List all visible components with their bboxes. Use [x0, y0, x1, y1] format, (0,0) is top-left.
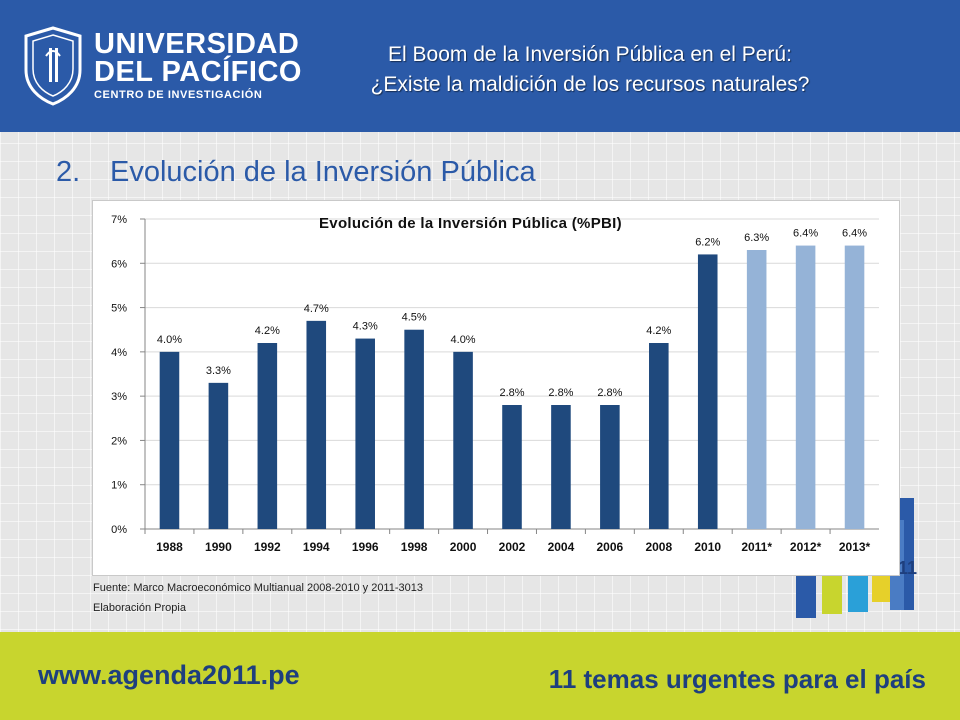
data-label: 4.2% — [646, 325, 671, 337]
x-tick-label: 1992 — [254, 540, 281, 554]
data-label: 4.3% — [353, 321, 378, 333]
credit-note: Elaboración Propia — [93, 602, 186, 614]
bar — [208, 382, 229, 529]
data-label: 4.5% — [402, 312, 427, 324]
x-tick-label: 1996 — [352, 540, 379, 554]
bar — [649, 343, 669, 529]
bar — [306, 320, 327, 529]
data-label: 4.0% — [157, 334, 182, 346]
y-tick-label: 6% — [111, 258, 127, 270]
data-label: 4.2% — [255, 325, 280, 337]
y-tick-label: 2% — [111, 435, 127, 447]
bar — [697, 254, 718, 529]
bar — [502, 405, 522, 529]
chart-panel: 0% 1% 2% 3% 4% 5% 6% 7% 4.0% 1988 3.3% 1990 4.2% 199… — [92, 200, 900, 576]
bar — [746, 250, 767, 529]
data-label: 2.8% — [499, 387, 524, 399]
decor-number: 11 — [898, 558, 917, 578]
y-tick-label: 4% — [111, 347, 127, 359]
university-logo: UNIVERSIDAD DEL PACÍFICO CENTRO DE INVES… — [94, 28, 302, 102]
x-tick-label: 1988 — [156, 540, 183, 554]
x-tick-label: 2002 — [499, 540, 526, 554]
y-tick-label: 0% — [111, 524, 127, 536]
data-label: 6.4% — [793, 228, 818, 240]
bar — [795, 245, 816, 530]
university-seal-icon — [24, 26, 82, 106]
data-label: 4.7% — [304, 303, 329, 315]
bar — [355, 338, 375, 529]
x-tick-label: 2011* — [741, 540, 772, 554]
data-label: 2.8% — [597, 387, 622, 399]
footer-bar: www.agenda2011.pe 11 temas urgentes para… — [0, 632, 960, 720]
data-label: 6.4% — [842, 228, 867, 240]
y-tick-label: 7% — [111, 214, 127, 226]
bar — [551, 405, 571, 529]
bar — [844, 245, 865, 530]
slide-title-line-2: ¿Existe la maldición de los recursos nat… — [370, 73, 810, 96]
section-heading: 2. Evolución de la Inversión Pública — [56, 156, 536, 189]
bar — [404, 329, 424, 529]
x-tick-label: 2013* — [839, 540, 871, 554]
y-tick-label: 5% — [111, 303, 127, 315]
header-bar: UNIVERSIDAD DEL PACÍFICO CENTRO DE INVES… — [0, 0, 960, 132]
footer-website-link[interactable]: www.agenda2011.pe — [38, 660, 300, 690]
x-tick-label: 2008 — [645, 540, 672, 554]
source-note: Fuente: Marco Macroeconómico Multianual … — [93, 582, 423, 594]
logo-line-2: DEL PACÍFICO — [94, 56, 302, 88]
bar — [159, 351, 180, 529]
x-tick-label: 1990 — [205, 540, 232, 554]
logo-line-1: UNIVERSIDAD — [94, 28, 300, 60]
footer-slogan: 11 temas urgentes para el país — [548, 664, 926, 694]
x-tick-label: 1994 — [303, 540, 330, 554]
slide-title-line-1: El Boom de la Inversión Pública en el Pe… — [388, 43, 792, 66]
section-title: Evolución de la Inversión Pública — [110, 156, 536, 188]
bar-chart: 0% 1% 2% 3% 4% 5% 6% 7% 4.0% 1988 3.3% 1990 4.2% 199… — [111, 214, 879, 554]
x-tick-label: 2004 — [548, 540, 575, 554]
x-tick-label: 2010 — [694, 540, 721, 554]
data-label: 6.2% — [695, 236, 720, 248]
x-tick-label: 1998 — [401, 540, 428, 554]
section-number: 2. — [56, 156, 81, 188]
slide-title: El Boom de la Inversión Pública en el Pe… — [320, 40, 860, 100]
data-label: 3.3% — [206, 365, 231, 377]
data-label: 6.3% — [744, 232, 769, 244]
x-tick-label: 2000 — [450, 540, 477, 554]
bar — [257, 343, 278, 529]
bar — [453, 351, 473, 529]
logo-line-3: CENTRO DE INVESTIGACIÓN — [94, 89, 263, 101]
data-label: 4.0% — [451, 334, 476, 346]
y-tick-label: 3% — [111, 391, 127, 403]
y-tick-label: 1% — [111, 480, 127, 492]
x-tick-label: 2012* — [790, 540, 822, 554]
x-tick-label: 2006 — [597, 540, 624, 554]
data-label: 2.8% — [548, 387, 573, 399]
chart-title: Evolución de la Inversión Pública (%PBI) — [319, 215, 622, 232]
bar — [600, 405, 620, 529]
